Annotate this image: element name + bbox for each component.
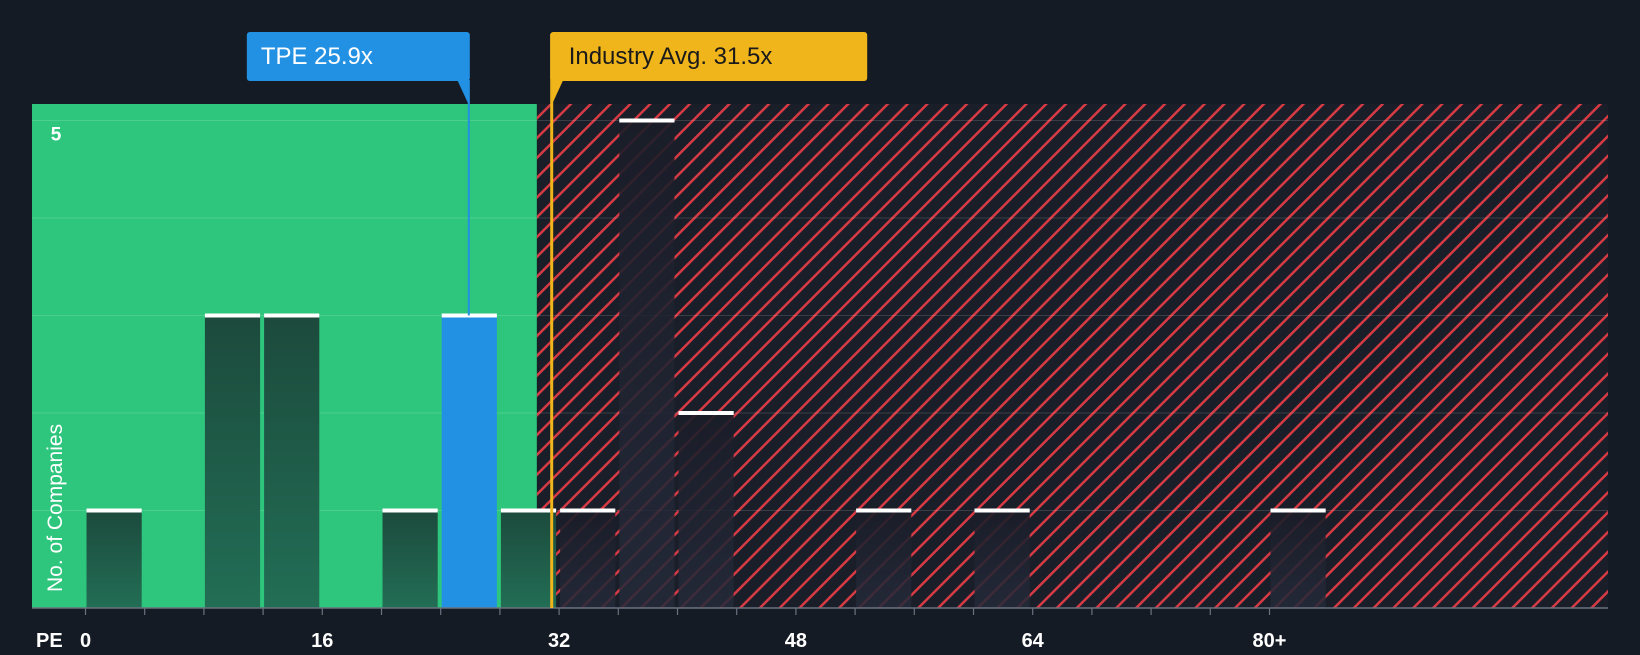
bars [86,118,1326,608]
company-label: TPE 25.9x [261,43,373,70]
x-tick-label: 64 [1022,630,1045,650]
histogram-bar [856,510,912,608]
industry-avg-pointer [551,79,564,105]
y-axis-label: No. of Companies [44,424,67,592]
histogram-bar [86,510,142,608]
bar-cap [974,508,1030,513]
histogram-bar [204,315,261,608]
markers: Industry Avg. 31.5x TPE 25.9x [246,32,868,608]
x-tick-label: 32 [548,630,570,650]
industry-avg-label-bg [550,32,868,81]
histogram-bar [974,510,1030,608]
histogram-bar [1270,510,1326,608]
bar-cap [856,508,912,513]
y-tick-label: 5 [51,125,62,146]
bar-cap [560,508,616,513]
axes: 0 16 32 48 64 80+ PE 5 No. of Companies [32,125,1608,652]
histogram-bar [382,510,438,608]
bar-cap [204,313,261,318]
bar-cap [264,313,320,318]
bar-cap [500,508,557,513]
company-bar [441,315,497,608]
histogram-bar [264,315,320,608]
bar-cap [86,508,142,513]
x-tick-label: 80+ [1253,630,1287,650]
histogram-bar [619,120,675,608]
bar-cap [1270,508,1326,513]
x-tick-label: 16 [311,630,333,650]
company-pointer [456,79,469,105]
company-label-bg [246,32,470,81]
histogram-bar [560,510,616,608]
bar-cap [619,118,675,123]
histogram-bar [500,510,557,608]
x-axis-label: PE [36,630,63,650]
histogram-bar [678,413,734,608]
bar-cap [678,411,734,415]
x-tick-label: 48 [785,630,807,650]
x-tick-label: 0 [80,630,91,650]
industry-avg-label: Industry Avg. 31.5x [569,43,773,70]
bar-cap [382,508,438,513]
